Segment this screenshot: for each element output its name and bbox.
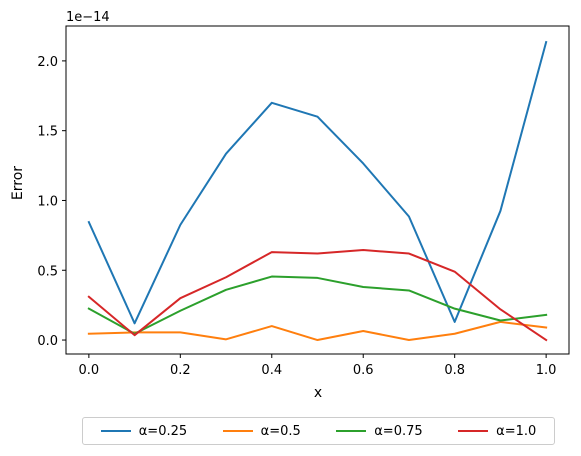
y-axis-label: Error bbox=[10, 166, 26, 200]
x-tick-label: 0.8 bbox=[444, 363, 465, 378]
legend-swatch bbox=[223, 430, 253, 432]
x-tick-label: 1.0 bbox=[536, 363, 557, 378]
legend: α=0.25 α=0.5 α=0.75 α=1.0 bbox=[82, 417, 555, 445]
legend-swatch bbox=[336, 430, 366, 432]
legend-label: α=0.75 bbox=[374, 424, 422, 439]
series-line-0 bbox=[89, 42, 546, 323]
x-tick-label: 0.0 bbox=[79, 363, 100, 378]
y-tick-label: 0.5 bbox=[37, 264, 58, 279]
legend-label: α=0.25 bbox=[139, 424, 187, 439]
x-tick-label: 0.4 bbox=[261, 363, 282, 378]
legend-item-0: α=0.25 bbox=[101, 424, 187, 439]
series-line-2 bbox=[89, 277, 546, 334]
legend-label: α=0.5 bbox=[261, 424, 301, 439]
legend-swatch bbox=[101, 430, 131, 432]
y-tick-label: 1.0 bbox=[37, 194, 58, 209]
legend-item-3: α=1.0 bbox=[458, 424, 536, 439]
y-axis: 0.0 0.5 1.0 1.5 2.0 bbox=[37, 55, 66, 349]
y-tick-label: 2.0 bbox=[37, 55, 58, 70]
x-axis: 0.0 0.2 0.4 0.6 0.8 1.0 bbox=[79, 354, 557, 378]
legend-item-1: α=0.5 bbox=[223, 424, 301, 439]
legend-label: α=1.0 bbox=[496, 424, 536, 439]
x-axis-label: x bbox=[314, 385, 322, 401]
y-tick-label: 0.0 bbox=[37, 334, 58, 349]
legend-item-2: α=0.75 bbox=[336, 424, 422, 439]
x-tick-label: 0.6 bbox=[353, 363, 374, 378]
y-axis-offset-label: 1e−14 bbox=[66, 10, 110, 25]
legend-swatch bbox=[458, 430, 488, 432]
series-line-1 bbox=[89, 322, 546, 340]
series-layer bbox=[89, 42, 546, 340]
series-line-3 bbox=[89, 250, 546, 340]
y-tick-label: 1.5 bbox=[37, 125, 58, 140]
x-tick-label: 0.2 bbox=[170, 363, 191, 378]
